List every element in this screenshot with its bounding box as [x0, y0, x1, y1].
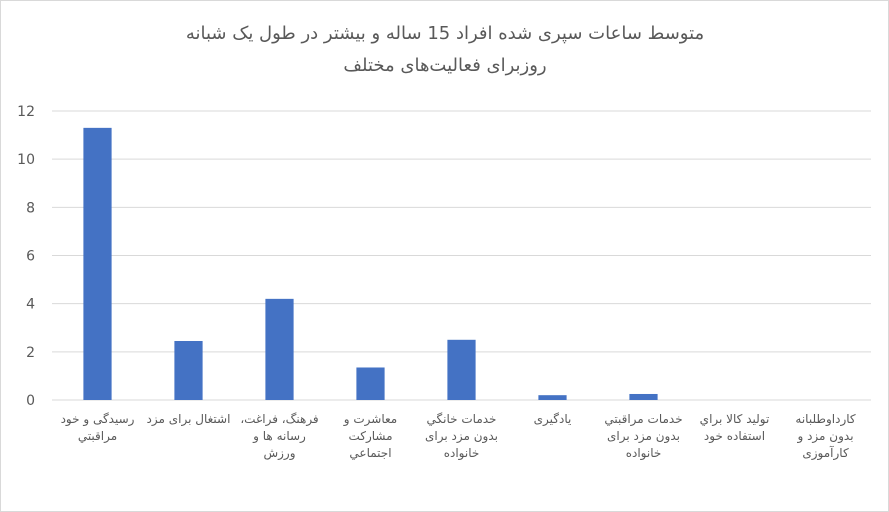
x-tick-label: معاشرت و مشارکت اجتماعي	[343, 412, 398, 460]
y-tick-label: 12	[17, 104, 35, 120]
bar	[629, 393, 658, 400]
x-tick-label: خدمات مراقبتي بدون مزد برای خانواده	[604, 412, 683, 460]
x-tick-label: رسیدگی و خود مراقبتي	[60, 412, 135, 443]
chart-title-line: متوسط ساعات سپری شده افراد 15 ساله و بیش…	[186, 23, 704, 44]
y-tick-label: 10	[17, 152, 35, 168]
y-tick-label: 0	[26, 393, 35, 409]
x-tick-label: اشتغال برای مزد	[146, 412, 231, 426]
bar	[265, 298, 294, 400]
bar	[174, 340, 203, 400]
y-tick-label: 2	[26, 345, 35, 361]
x-tick-label: خدمات خانگي بدون مزد برای خانواده	[425, 412, 498, 460]
x-tick-label: فرهنگ، فراغت، رسانه ها و ورزش	[240, 412, 319, 460]
x-tick-label: کارداوطلبانه بدون مزد و کارآموزی	[795, 412, 856, 460]
bar	[538, 395, 567, 400]
chart-title-line: روزبرای فعالیت‌های مختلف	[343, 55, 546, 76]
x-tick-label: یادگیری	[533, 412, 572, 426]
bar	[83, 127, 112, 400]
y-tick-label: 8	[26, 200, 35, 216]
y-tick-label: 6	[26, 249, 35, 265]
y-tick-label: 4	[26, 297, 35, 313]
x-tick-label: تولید کالا براي استفاده خود	[699, 412, 770, 443]
bar	[356, 367, 385, 400]
bar	[447, 339, 476, 400]
